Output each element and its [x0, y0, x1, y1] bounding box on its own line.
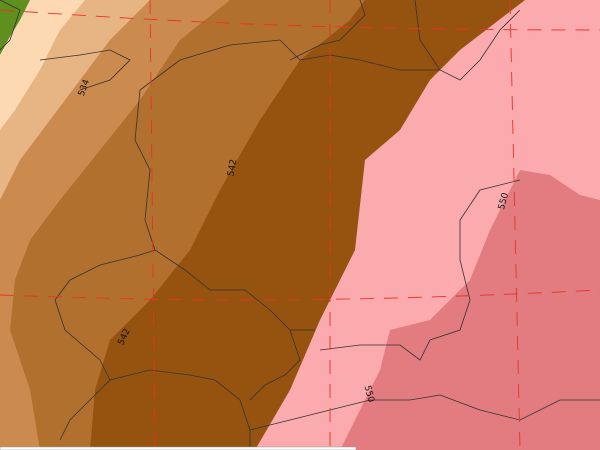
- contour-label-542-a: 542: [226, 158, 239, 177]
- band-526: [0, 0, 85, 130]
- bottom-panel: [0, 446, 357, 450]
- contour-label-550-a: 550: [497, 191, 511, 210]
- band-534: [0, 0, 230, 450]
- contour-label-550-b: 550: [362, 384, 376, 403]
- band-550: [340, 170, 600, 450]
- band-green: [0, 0, 30, 55]
